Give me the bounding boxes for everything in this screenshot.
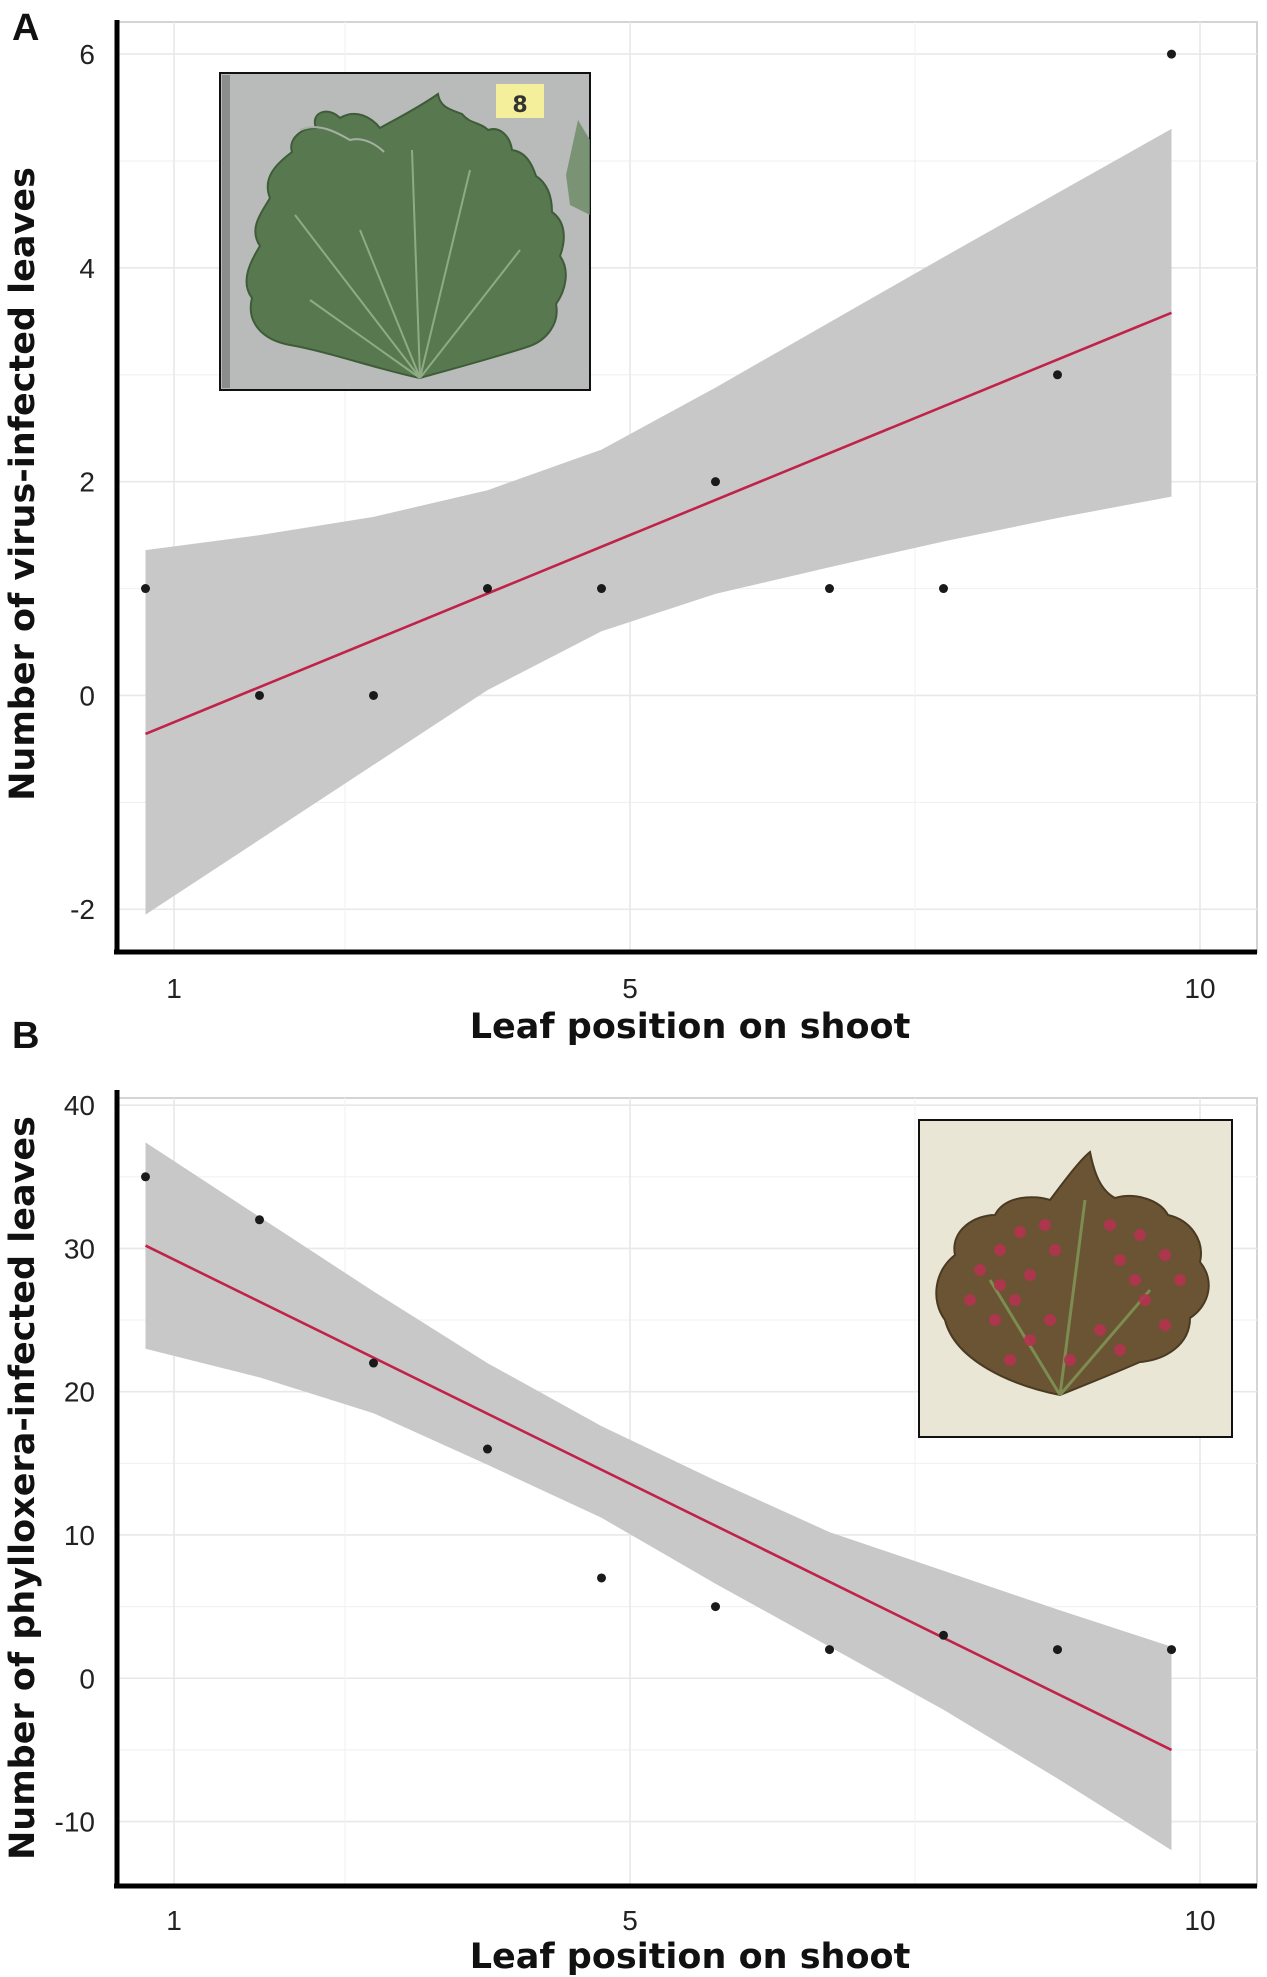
panel-a: A -2 0 2 4 6 1 5 10 Leaf position on sho… xyxy=(3,7,1258,1047)
panel-b: B -10 0 10 20 30 40 1 5 10 Leaf position… xyxy=(3,1015,1258,1977)
data-point xyxy=(597,1573,606,1583)
panel-a-points xyxy=(141,49,1176,700)
y-tick-label: 6 xyxy=(79,39,95,70)
data-point xyxy=(597,584,606,594)
data-point xyxy=(1053,1645,1062,1655)
y-tick-label: 40 xyxy=(64,1090,95,1121)
panel-b-points xyxy=(141,1172,1176,1655)
data-point xyxy=(1167,1645,1176,1655)
y-tick-label: 2 xyxy=(79,467,95,498)
data-point xyxy=(825,584,834,594)
data-point xyxy=(1167,49,1176,59)
y-tick-label: -10 xyxy=(55,1807,95,1838)
data-point xyxy=(939,584,948,594)
data-point xyxy=(939,1630,948,1640)
data-point xyxy=(369,690,378,700)
panel-a-regression-line xyxy=(145,311,1172,736)
data-point xyxy=(255,690,264,700)
panel-b-x-axis-title: Leaf position on shoot xyxy=(470,1937,911,1977)
panel-b-regression-line xyxy=(144,1244,1173,1752)
svg-text:8: 8 xyxy=(512,93,527,118)
y-tick-label: -2 xyxy=(70,894,95,925)
data-point xyxy=(1053,370,1062,380)
y-tick-label: 20 xyxy=(64,1377,95,1408)
panel-b-y-axis-title: Number of phylloxera-infected leaves xyxy=(3,1116,43,1860)
y-tick-label: 0 xyxy=(79,680,95,711)
panel-a-x-axis-title: Leaf position on shoot xyxy=(470,1007,911,1047)
x-tick-label: 5 xyxy=(622,1905,638,1936)
y-tick-label: 30 xyxy=(64,1233,95,1264)
data-point xyxy=(711,1602,720,1612)
data-point xyxy=(141,584,150,594)
panel-a-y-axis-title: Number of virus-infected leaves xyxy=(3,167,43,801)
data-point xyxy=(483,584,492,594)
y-tick-label: 10 xyxy=(64,1520,95,1551)
panel-b-confidence-band xyxy=(145,1142,1172,1851)
data-point xyxy=(483,1444,492,1454)
x-tick-label: 1 xyxy=(166,973,182,1004)
x-tick-label: 5 xyxy=(622,973,638,1004)
y-tick-label: 4 xyxy=(79,253,95,284)
panel-letter-b: B xyxy=(12,1015,39,1057)
x-tick-label: 1 xyxy=(166,1905,182,1936)
data-point xyxy=(141,1172,150,1182)
data-point xyxy=(711,477,720,487)
x-tick-label: 10 xyxy=(1184,973,1215,1004)
data-point xyxy=(825,1645,834,1655)
data-point xyxy=(369,1358,378,1368)
x-tick-label: 10 xyxy=(1184,1905,1215,1936)
data-point xyxy=(255,1215,264,1225)
green-leaf-scan-image: 8 xyxy=(219,72,591,391)
panel-letter-a: A xyxy=(12,7,39,49)
y-tick-label: 0 xyxy=(79,1663,95,1694)
phylloxera-galled-leaf-scan-image xyxy=(918,1119,1233,1438)
panel-a-confidence-band xyxy=(145,128,1172,915)
